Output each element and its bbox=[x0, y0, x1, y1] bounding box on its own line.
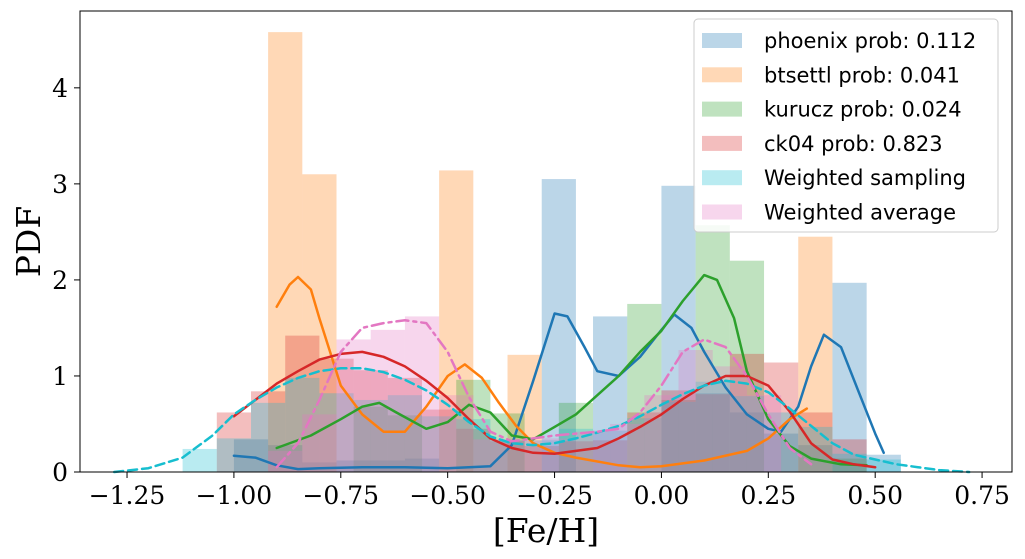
legend-entry-label: Weighted average bbox=[764, 201, 956, 225]
ck04-hist-bar-7 bbox=[456, 428, 491, 472]
x-tick-label: 0.75 bbox=[954, 481, 1010, 510]
weighted-hist-bar-11 bbox=[644, 395, 679, 472]
weighted-hist-bar-3 bbox=[370, 329, 405, 472]
x-tick-label: −1.25 bbox=[89, 481, 166, 510]
weighted-hist-bar-2 bbox=[251, 402, 286, 472]
y-axis-label: PDF bbox=[9, 206, 48, 278]
x-tick-label: 0.00 bbox=[634, 481, 690, 510]
weighted-hist-bar-0 bbox=[182, 448, 217, 472]
legend-swatch bbox=[702, 135, 742, 151]
weighted-kde-line bbox=[112, 367, 971, 474]
kurucz-hist-bar-6 bbox=[661, 399, 696, 472]
kurucz-hist-bar-5 bbox=[627, 303, 662, 472]
phoenix-kde-line bbox=[232, 312, 885, 471]
legend-swatch bbox=[702, 33, 742, 48]
kurucz-hist-bar-2 bbox=[456, 379, 491, 472]
x-axis-ticks: −1.25 −1.00 −0.75 −0.50 −0.25 0.00 0.25 0.50 0.7… bbox=[89, 472, 1010, 510]
btsettl-hist-bar-0 bbox=[268, 32, 303, 473]
y-tick-label: 2 bbox=[52, 266, 68, 295]
kde-curves bbox=[112, 273, 971, 474]
x-tick-label: −0.50 bbox=[409, 481, 486, 510]
weighted-hist-bar-13 bbox=[627, 418, 662, 472]
ck04-hist-bar-12 bbox=[627, 412, 662, 472]
weighted-hist-bar-9 bbox=[575, 431, 611, 472]
legend-entry-label: kurucz prob: 0.024 bbox=[764, 98, 962, 122]
x-axis-label: [Fe/H] bbox=[493, 511, 599, 550]
legend-box bbox=[693, 18, 999, 233]
y-tick-label: 3 bbox=[52, 170, 68, 199]
weighted-kde-line bbox=[275, 319, 813, 469]
phoenix-hist-bar-8 bbox=[661, 185, 696, 472]
weighted-hist-bar-14 bbox=[661, 401, 696, 472]
ck04-hist-bar-9 bbox=[524, 446, 559, 472]
ck04-hist-bar-5 bbox=[387, 377, 423, 472]
weighted-hist-bar-6 bbox=[387, 395, 423, 472]
ck04-hist-bar-2 bbox=[285, 335, 320, 472]
plot-frame bbox=[79, 10, 1013, 473]
kurucz-hist-bar-0 bbox=[353, 406, 388, 472]
legend-swatch bbox=[702, 170, 742, 186]
x-tick-label: −1.00 bbox=[196, 481, 273, 510]
ck04-hist-bar-13 bbox=[661, 390, 696, 472]
y-tick-label: 1 bbox=[52, 362, 68, 391]
weighted-hist-bar-16 bbox=[729, 396, 765, 472]
phoenix-hist-bar-13 bbox=[832, 282, 867, 472]
x-tick-label: −0.25 bbox=[516, 481, 593, 510]
btsettl-kde-line bbox=[275, 275, 809, 469]
phoenix-hist-bar-11 bbox=[764, 433, 799, 472]
weighted-hist-bar-3 bbox=[285, 377, 320, 472]
weighted-hist-bar-4 bbox=[319, 393, 354, 472]
x-tick-label: −0.75 bbox=[302, 481, 379, 510]
legend-swatch bbox=[702, 101, 742, 117]
legend-entry-label: phoenix prob: 0.112 bbox=[764, 29, 976, 53]
ck04-hist-bar-0 bbox=[216, 412, 252, 472]
legend-swatch bbox=[702, 67, 742, 83]
legend-entry-label: btsettl prob: 0.041 bbox=[764, 63, 960, 87]
legend-entry-label: ck04 prob: 0.823 bbox=[764, 132, 943, 156]
legend: phoenix prob: 0.112 btsettl prob: 0.041 ku… bbox=[693, 18, 999, 233]
weighted-hist-bar-12 bbox=[678, 350, 713, 472]
y-tick-label: 0 bbox=[52, 458, 68, 487]
x-tick-label: 0.50 bbox=[847, 481, 903, 510]
legend-swatch bbox=[702, 204, 742, 220]
weighted-hist-bar-8 bbox=[456, 419, 491, 472]
legend-entry-label: Weighted sampling bbox=[764, 166, 966, 190]
y-tick-label: 4 bbox=[52, 74, 68, 103]
y-axis-ticks: 0 1 2 3 4 bbox=[52, 74, 80, 487]
x-tick-label: 0.25 bbox=[740, 481, 796, 510]
